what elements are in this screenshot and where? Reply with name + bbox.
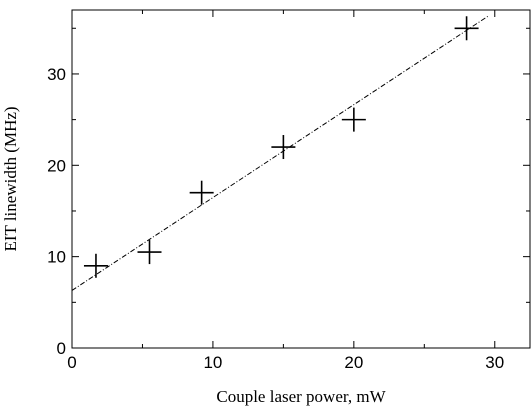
- x-axis-title: Couple laser power, mW: [216, 387, 386, 406]
- data-point: [189, 180, 214, 205]
- data-point: [454, 16, 479, 41]
- data-point: [271, 135, 296, 160]
- fit-line: [71, 15, 488, 291]
- data-points: [83, 16, 479, 278]
- x-tick-label: 30: [485, 353, 504, 372]
- y-tick-label: 30: [47, 65, 66, 84]
- y-axis-title: EIT linewidth (MHz): [1, 106, 20, 251]
- data-point: [341, 107, 366, 132]
- x-tick-label: 0: [67, 353, 76, 372]
- data-point: [83, 253, 108, 278]
- y-tick-label: 20: [47, 156, 66, 175]
- y-tick-label: 10: [47, 248, 66, 267]
- x-tick-label: 20: [344, 353, 363, 372]
- fit-line-group: [71, 15, 488, 291]
- x-tick-label: 10: [203, 353, 222, 372]
- y-tick-label: 0: [57, 339, 66, 358]
- data-point: [137, 240, 162, 265]
- plot-frame: [71, 9, 531, 349]
- axis-ticks: 0 10 20 30 0 10 20 30: [47, 10, 530, 372]
